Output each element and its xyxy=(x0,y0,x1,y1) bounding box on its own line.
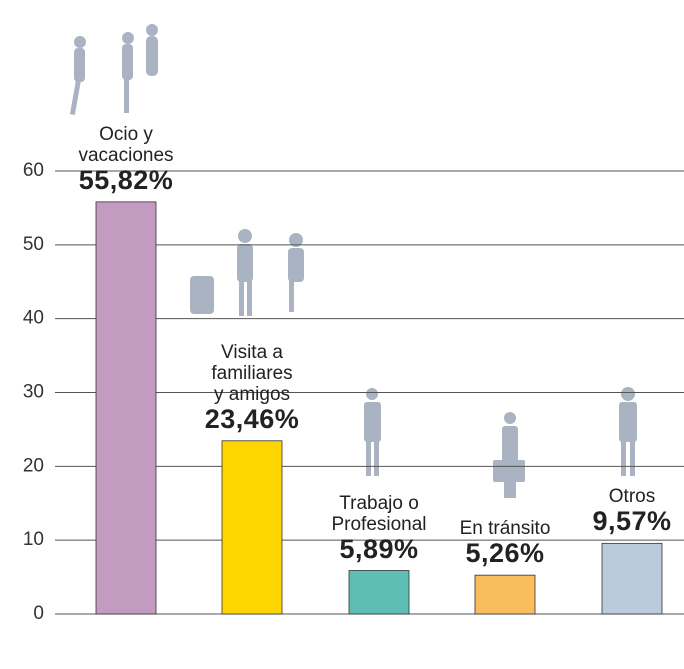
value-label: 9,57% xyxy=(547,507,684,535)
category-label: Visita a familiares y amigos xyxy=(167,342,337,405)
y-tick-label: 0 xyxy=(33,603,44,624)
y-tick-label: 50 xyxy=(23,234,44,255)
value-label: 55,82% xyxy=(41,166,211,194)
chart-canvas: 0102030405060 xyxy=(0,0,684,669)
bar xyxy=(222,441,282,614)
y-tick-label: 40 xyxy=(23,308,44,329)
category-label: Otros xyxy=(547,486,684,507)
bar xyxy=(96,202,156,614)
y-tick-label: 10 xyxy=(23,529,44,550)
value-label: 23,46% xyxy=(167,405,337,433)
bar xyxy=(475,575,535,614)
bar xyxy=(602,543,662,614)
chart: 0102030405060 Ocio y vacaciones55,82%Vis… xyxy=(0,0,684,669)
value-label: 5,26% xyxy=(420,539,590,567)
y-tick-label: 20 xyxy=(23,455,44,476)
category-label: Ocio y vacaciones xyxy=(41,124,211,166)
y-tick-label: 30 xyxy=(23,382,44,403)
bar xyxy=(349,571,409,614)
